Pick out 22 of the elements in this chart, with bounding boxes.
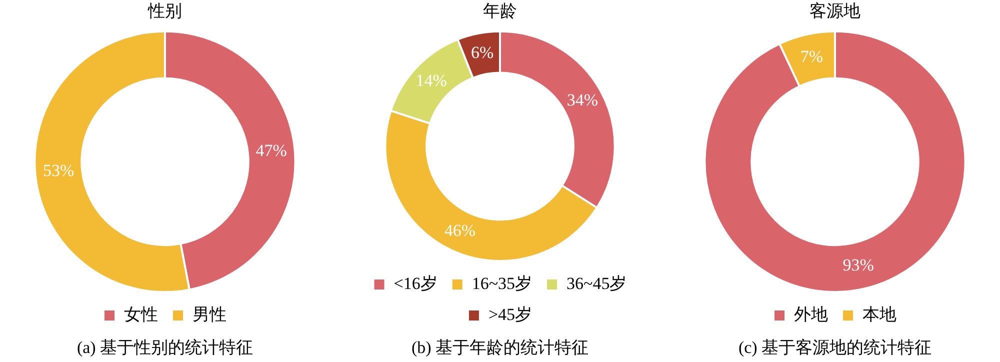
chart-title: 客源地	[810, 2, 860, 21]
legend-label: <16岁	[394, 274, 438, 293]
legend-label: 36~45岁	[566, 274, 627, 293]
text: (b) 基于年龄的统计特征	[411, 337, 589, 359]
data-label: 7%	[800, 46, 824, 66]
data-label: 34%	[566, 90, 598, 110]
data-label: 6%	[471, 43, 494, 62]
data-label: 53%	[43, 161, 74, 180]
data-label: 47%	[256, 141, 287, 160]
legend-label: 女性	[124, 304, 158, 324]
text: (a) 基于性别的统计特征	[76, 337, 254, 359]
data-label: 14%	[416, 71, 447, 90]
data-label: 93%	[842, 255, 874, 274]
legend-label: 16~35岁	[472, 274, 532, 293]
chart-title: 性别	[147, 2, 182, 21]
text: (c) 基于客源地的统计特征	[738, 337, 932, 359]
legend-label: 男性	[192, 304, 226, 324]
legend-label: >45岁	[488, 304, 532, 324]
legend-label: 本地	[862, 304, 896, 324]
chart-title: 年龄	[483, 2, 517, 21]
legend-label: 外地	[794, 304, 828, 324]
data-label: 46%	[444, 220, 476, 240]
